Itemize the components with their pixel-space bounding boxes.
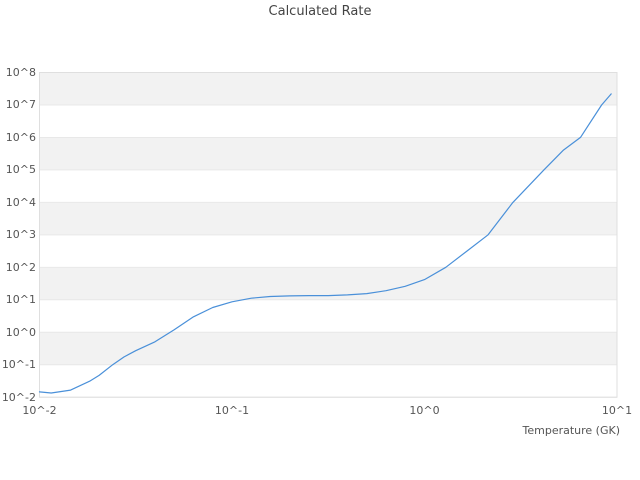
grid-band bbox=[39, 202, 617, 235]
x-tick-label: 10^0 bbox=[409, 404, 440, 417]
rate-curve-line bbox=[38, 93, 612, 394]
grid-band bbox=[39, 72, 617, 105]
y-tick-label: 10^-2 bbox=[1, 390, 36, 404]
y-tick-label: 10^1 bbox=[5, 293, 36, 307]
y-tick-label: 10^4 bbox=[5, 195, 36, 209]
y-tick-label: 10^3 bbox=[5, 228, 36, 242]
grid-band bbox=[39, 137, 617, 170]
y-tick-label: 10^0 bbox=[5, 325, 36, 339]
x-tick-label: 10^1 bbox=[601, 404, 633, 417]
y-tick-label: 10^2 bbox=[5, 260, 36, 274]
y-tick-label: 10^6 bbox=[5, 130, 36, 144]
grid-band bbox=[39, 332, 617, 365]
chart-title: Calculated Rate bbox=[268, 4, 372, 19]
y-tick-label: 10^7 bbox=[5, 98, 36, 112]
plot-border bbox=[39, 72, 618, 398]
y-tick-label: 10^5 bbox=[5, 163, 36, 177]
x-axis-title: Temperature (GK) bbox=[522, 424, 621, 437]
grid-band bbox=[39, 267, 617, 300]
y-tick-label: 10^8 bbox=[5, 66, 36, 79]
x-tick-label: 10^-2 bbox=[22, 404, 57, 417]
y-tick-label: 10^-1 bbox=[1, 358, 36, 372]
x-tick-label: 10^-1 bbox=[214, 404, 250, 417]
